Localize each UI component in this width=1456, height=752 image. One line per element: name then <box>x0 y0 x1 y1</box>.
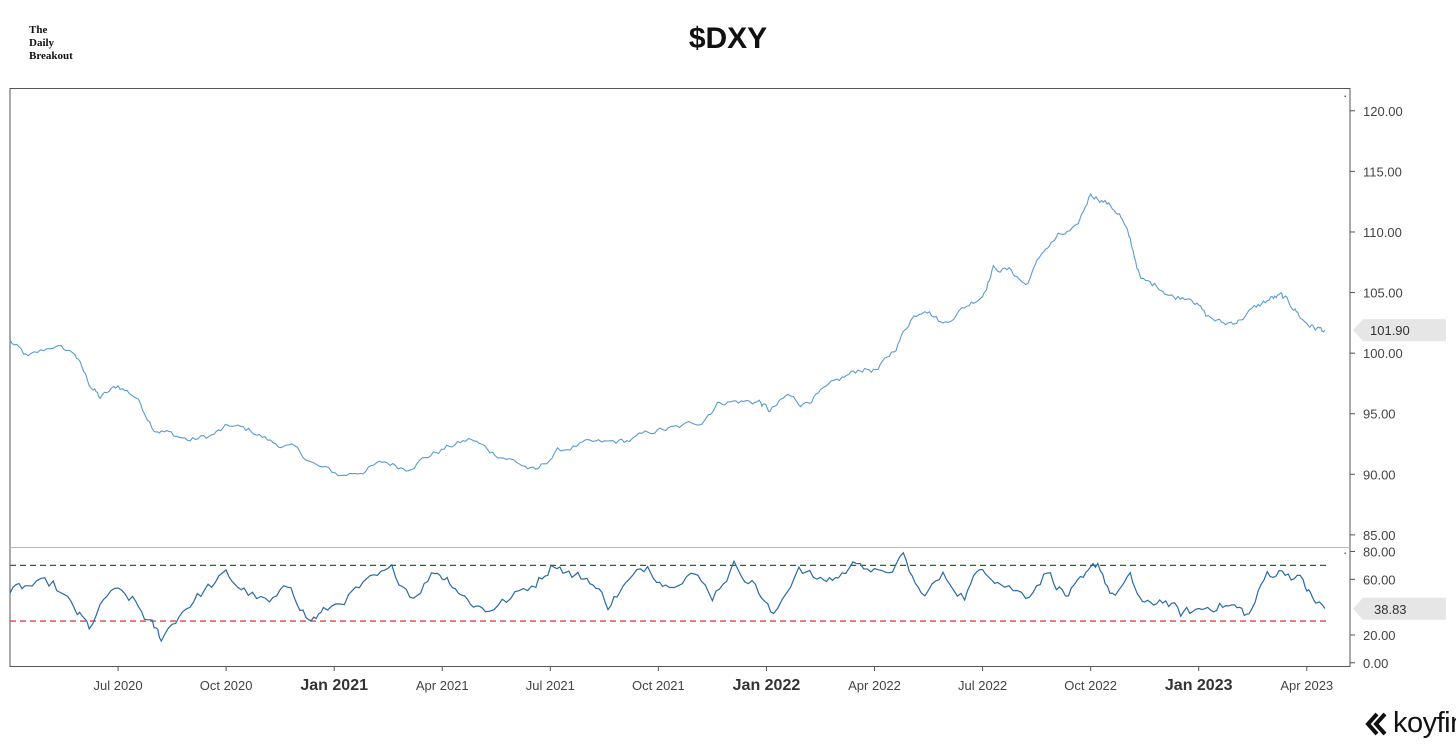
price-y-tick-label: 95.00 <box>1363 407 1396 422</box>
x-tick-label: Apr 2023 <box>1280 678 1333 693</box>
price-series-line <box>9 193 1326 477</box>
x-tick-label: Apr 2022 <box>848 678 901 693</box>
x-tick-label: Jul 2022 <box>958 678 1007 693</box>
rsi-last-tag: 38.83 <box>1353 597 1446 620</box>
chart-title: $DXY <box>688 22 768 55</box>
x-tick-label: Jul 2020 <box>93 678 142 693</box>
rsi-y-tick-label: 0.00 <box>1363 656 1388 671</box>
price-y-tick-label: 115.00 <box>1363 164 1402 179</box>
x-tick-label: Jan 2023 <box>1165 677 1233 694</box>
price-y-tick-label: 120.00 <box>1363 104 1403 119</box>
rsi-last-value: 38.83 <box>1374 602 1407 617</box>
rsi-y-tick-label: 60.00 <box>1363 572 1396 587</box>
brand-line: Breakout <box>29 50 73 62</box>
x-tick-label: Jan 2022 <box>733 677 801 694</box>
rsi-y-tick-label: 20.00 <box>1363 628 1396 643</box>
koyfin-chevron-icon <box>1365 712 1387 735</box>
x-tick-label: Oct 2022 <box>1064 678 1117 693</box>
price-y-tick-label: 110.00 <box>1363 225 1402 240</box>
koyfin-logo: koyfin <box>1364 707 1456 740</box>
price-last-value: 101.90 <box>1370 323 1410 338</box>
corner-mark: · <box>1343 545 1347 560</box>
price-y-tick-label: 85.00 <box>1363 528 1396 543</box>
koyfin-wordmark: koyfin <box>1393 707 1456 739</box>
plot-frame <box>9 88 1351 667</box>
rsi-series-line <box>9 551 1326 643</box>
x-tick-label: Apr 2021 <box>416 678 469 693</box>
price-last-tag: 101.90 <box>1353 319 1446 342</box>
price-y-tick-label: 90.00 <box>1363 467 1396 482</box>
price-y-tick-label: 105.00 <box>1363 286 1403 301</box>
x-tick-label: Jul 2021 <box>526 678 575 693</box>
x-tick-label: Jan 2021 <box>300 677 368 694</box>
brand-logo: The Daily Breakout <box>29 24 73 63</box>
x-tick-label: Oct 2020 <box>200 678 253 693</box>
rsi-y-tick-label: 80.00 <box>1363 544 1396 559</box>
price-y-tick-label: 100.00 <box>1363 346 1403 361</box>
x-tick-label: Oct 2021 <box>632 678 685 693</box>
corner-mark: · <box>1343 88 1347 103</box>
brand-line: Daily <box>29 37 55 49</box>
brand-line: The <box>29 24 48 36</box>
